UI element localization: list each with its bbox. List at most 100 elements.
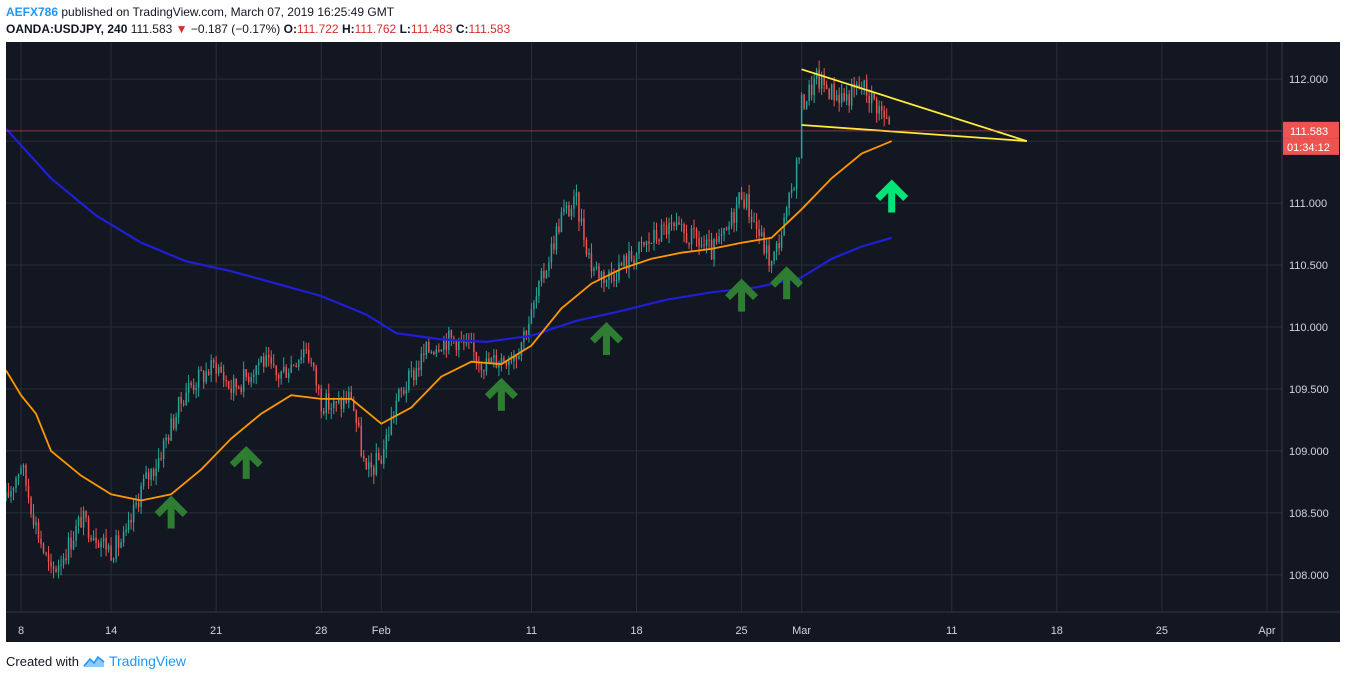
candle-down [843,93,845,101]
candle-down [380,459,383,464]
candle-down [823,74,825,86]
candle-up [252,374,255,378]
candle-down [763,232,765,254]
candle-up [850,84,853,106]
candle-down [658,239,660,242]
candle-up [538,281,540,297]
candle-up [645,241,648,246]
candle-up [287,372,290,378]
candle-down [42,544,45,553]
price-chart[interactable]: 108.000 108.500 109.000 109.500 110.000 110.5… [6,42,1340,642]
candle-up [588,253,590,255]
candle-down [733,212,735,223]
candle-up [485,358,488,372]
candle-down [373,467,375,475]
candle-up [545,270,548,278]
candle-up [390,416,393,435]
candle-down [743,199,745,208]
candle-up [325,393,328,414]
candle-down [725,228,728,230]
candle-down [370,462,373,468]
candle-down [683,223,685,234]
candle-down [378,452,380,460]
candle-down [875,98,878,114]
candle-down [673,223,675,227]
candle-up [793,189,795,191]
candle-up [518,356,520,360]
candle-up [217,366,220,374]
support-arrow-icon [229,445,263,479]
candle-up [150,469,152,480]
candle-down [670,222,673,224]
candle-down [685,233,688,244]
candle-down [130,520,132,523]
candle-up [580,218,583,222]
symbol-name[interactable]: OANDA:USDJPY, 240 [6,22,128,36]
candle-up [675,222,678,227]
candle-down [620,263,623,266]
candle-down [345,398,348,403]
tradingview-logo-icon[interactable] [83,654,105,668]
candle-down [292,364,295,366]
candle-up [535,296,538,303]
candle-up [730,212,733,227]
candle-up [600,271,603,279]
candle-up [338,399,340,403]
candle-up [728,226,730,230]
candle-up [680,223,683,225]
candle-down [475,351,478,363]
candle-up [533,302,535,310]
chart-background [6,42,1340,642]
candle-down [400,389,403,391]
candle-down [312,362,315,367]
candle-up [753,221,755,223]
candle-up [297,359,300,367]
arrow-head [725,278,759,301]
candle-up [845,94,848,101]
candle-up [67,537,70,561]
candle-down [70,537,72,550]
x-tick-label: 21 [210,625,222,637]
candle-up [383,449,385,464]
candle-down [768,245,770,266]
candle-down [703,244,705,246]
candle-down [803,94,805,109]
y-tick-label: 112.000 [1289,74,1328,86]
candle-down [750,216,753,222]
candle-up [265,355,267,367]
candle-down [848,94,850,106]
publish-line: AEFX786 published on TradingView.com, Ma… [6,5,394,19]
candle-down [828,89,830,100]
author-link[interactable]: AEFX786 [6,5,59,19]
arrow-head [229,445,263,468]
candle-up [197,369,200,388]
candle-up [500,357,503,365]
candle-up [127,520,130,530]
candle-down [355,410,358,423]
candle-down [633,259,635,264]
candle-up [385,435,388,450]
candle-down [625,255,628,269]
candle-down [865,80,868,96]
candle-down [480,364,483,371]
candle-down [473,342,475,352]
candle-up [835,94,838,101]
candle-down [95,537,97,544]
candle-down [883,110,885,118]
last-price-label-bg [1283,121,1339,139]
candle-up [565,205,568,209]
candle-down [695,228,698,238]
arrow-head [154,495,188,517]
high-value: 111.762 [354,22,397,36]
candle-up [863,80,865,88]
chart-panel[interactable]: 108.000 108.500 109.000 109.500 110.000 110.5… [6,42,1340,642]
candle-up [82,511,85,528]
candle-up [795,159,798,190]
candle-down [585,239,588,255]
candle-up [60,564,62,566]
x-tick-label: 25 [1156,625,1168,637]
candle-up [415,368,418,381]
x-tick-label: Mar [792,625,811,637]
candle-up [15,478,17,488]
tradingview-brand[interactable]: TradingView [108,653,187,669]
